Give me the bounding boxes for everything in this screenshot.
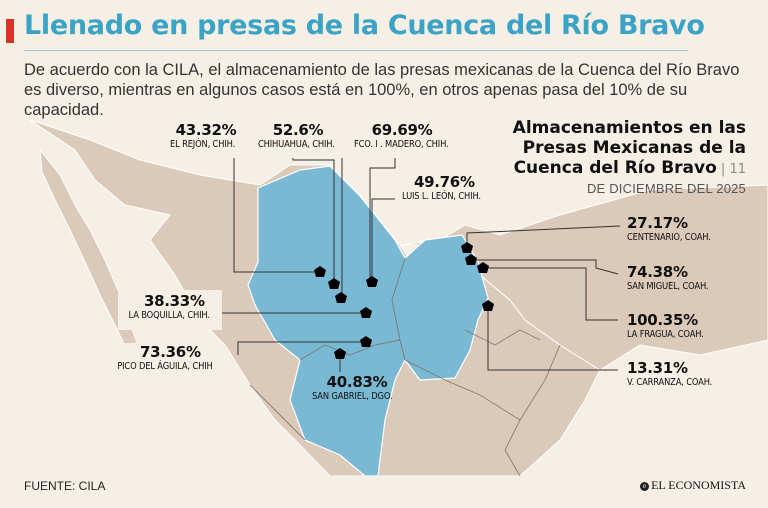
dam-pct: 13.31% — [627, 359, 688, 377]
dam-pct: 52.6% — [272, 121, 324, 139]
publisher-logo: e EL ECONOMISTA — [640, 478, 746, 493]
dam-pct: 43.32% — [175, 121, 237, 139]
intro-text: De acuerdo con la CILA, el almacenamient… — [24, 61, 740, 119]
dam-label-pico-del-aguila: 73.36% PICO DEL ÁGUILA, CHIH — [112, 343, 216, 379]
dam-marker-la-boquilla — [360, 307, 372, 318]
map-heading: Almacenamientos en las Presas Mexicanas … — [513, 118, 746, 180]
leader-lines — [215, 158, 621, 372]
dam-name: V. CARRANZA, COAH. — [627, 377, 713, 388]
map-heading-line2: Presas Mexicanas de la — [522, 138, 746, 158]
dam-name: LUIS L. LEÓN, CHIH. — [402, 191, 481, 202]
title-accent-bar — [6, 19, 14, 43]
logo-mark-icon: e — [640, 481, 650, 491]
dam-label-la-fragua: 100.35% LA FRAGUA, COAH. — [627, 311, 714, 340]
dam-marker-la-fragua — [477, 262, 489, 273]
dam-pct: 49.76% — [414, 173, 475, 191]
dam-marker-san-gabriel — [334, 348, 346, 359]
dam-marker-luis-leon — [366, 276, 378, 287]
state-borders — [249, 257, 561, 476]
dam-marker-chihuahua — [328, 278, 340, 289]
dam-label-centenario: 27.17% CENTENARIO, COAH. — [627, 214, 722, 243]
dam-label-fco-madero: 69.69% FCO. I . MADERO, CHIH. — [354, 121, 450, 150]
dam-marker-el-rejon — [314, 266, 326, 277]
dam-label-chihuahua: 52.6% CHIHUAHUA, CHIH. — [258, 121, 338, 150]
dam-pct: 40.83% — [326, 373, 388, 391]
rio-bravo-basin — [247, 165, 489, 476]
dam-marker-san-miguel — [465, 254, 477, 265]
dam-pct: 73.36% — [140, 343, 201, 361]
dam-name: CENTENARIO, COAH. — [627, 232, 711, 243]
dam-marker-fco-madero — [335, 292, 347, 303]
dam-pct: 27.17% — [627, 214, 688, 232]
dam-pct: 100.35% — [627, 311, 698, 329]
dam-marker-pico-del-aguila — [360, 336, 372, 347]
dam-marker-v-carranza — [482, 300, 494, 311]
dam-name: EL REJÓN, CHIH. — [170, 139, 236, 150]
map-heading-line3: Cuenca del Río Bravo — [513, 158, 717, 178]
page-title: Llenado en presas de la Cuenca del Río B… — [24, 10, 705, 41]
logo-text: EL ECONOMISTA — [651, 478, 746, 492]
map-heading-date: DE DICIEMBRE DEL 2025 — [586, 181, 746, 196]
dam-label-san-miguel: 74.38% SAN MIGUEL, COAH. — [627, 263, 720, 292]
dam-marker-centenario — [461, 242, 473, 253]
map-heading-day: 11 — [729, 162, 746, 177]
map-heading-line1: Almacenamientos en las — [512, 118, 746, 138]
dam-name: SAN MIGUEL, COAH. — [627, 281, 709, 292]
title-divider — [24, 50, 688, 51]
dam-markers — [314, 242, 494, 359]
dam-pct: 38.33% — [144, 292, 205, 310]
basin-map — [29, 119, 768, 476]
dam-label-luis-leon: 49.76% LUIS L. LEÓN, CHIH. — [402, 173, 492, 202]
dam-label-el-rejon: 43.32% EL REJÓN, CHIH. — [170, 121, 242, 150]
dam-name: LA FRAGUA, COAH. — [627, 329, 704, 340]
dam-name: PICO DEL ÁGUILA, CHIH — [117, 361, 213, 372]
dam-name: FCO. I . MADERO, CHIH. — [354, 139, 449, 150]
dam-name: SAN GABRIEL, DGO. — [312, 391, 393, 402]
dam-label-v-carranza: 13.31% V. CARRANZA, COAH. — [627, 359, 724, 388]
dam-name: CHIHUAHUA, CHIH. — [258, 139, 335, 150]
dam-pct: 69.69% — [371, 121, 433, 139]
dam-name: LA BOQUILLA, CHIH. — [128, 310, 211, 321]
map-heading-separator: | — [716, 162, 730, 177]
dam-label-san-gabriel: 40.83% SAN GABRIEL, DGO. — [312, 373, 402, 402]
dam-label-la-boquilla: 38.33% LA BOQUILLA, CHIH. — [118, 290, 222, 330]
dam-pct: 74.38% — [627, 263, 688, 281]
source-note: FUENTE: CILA — [24, 479, 106, 493]
